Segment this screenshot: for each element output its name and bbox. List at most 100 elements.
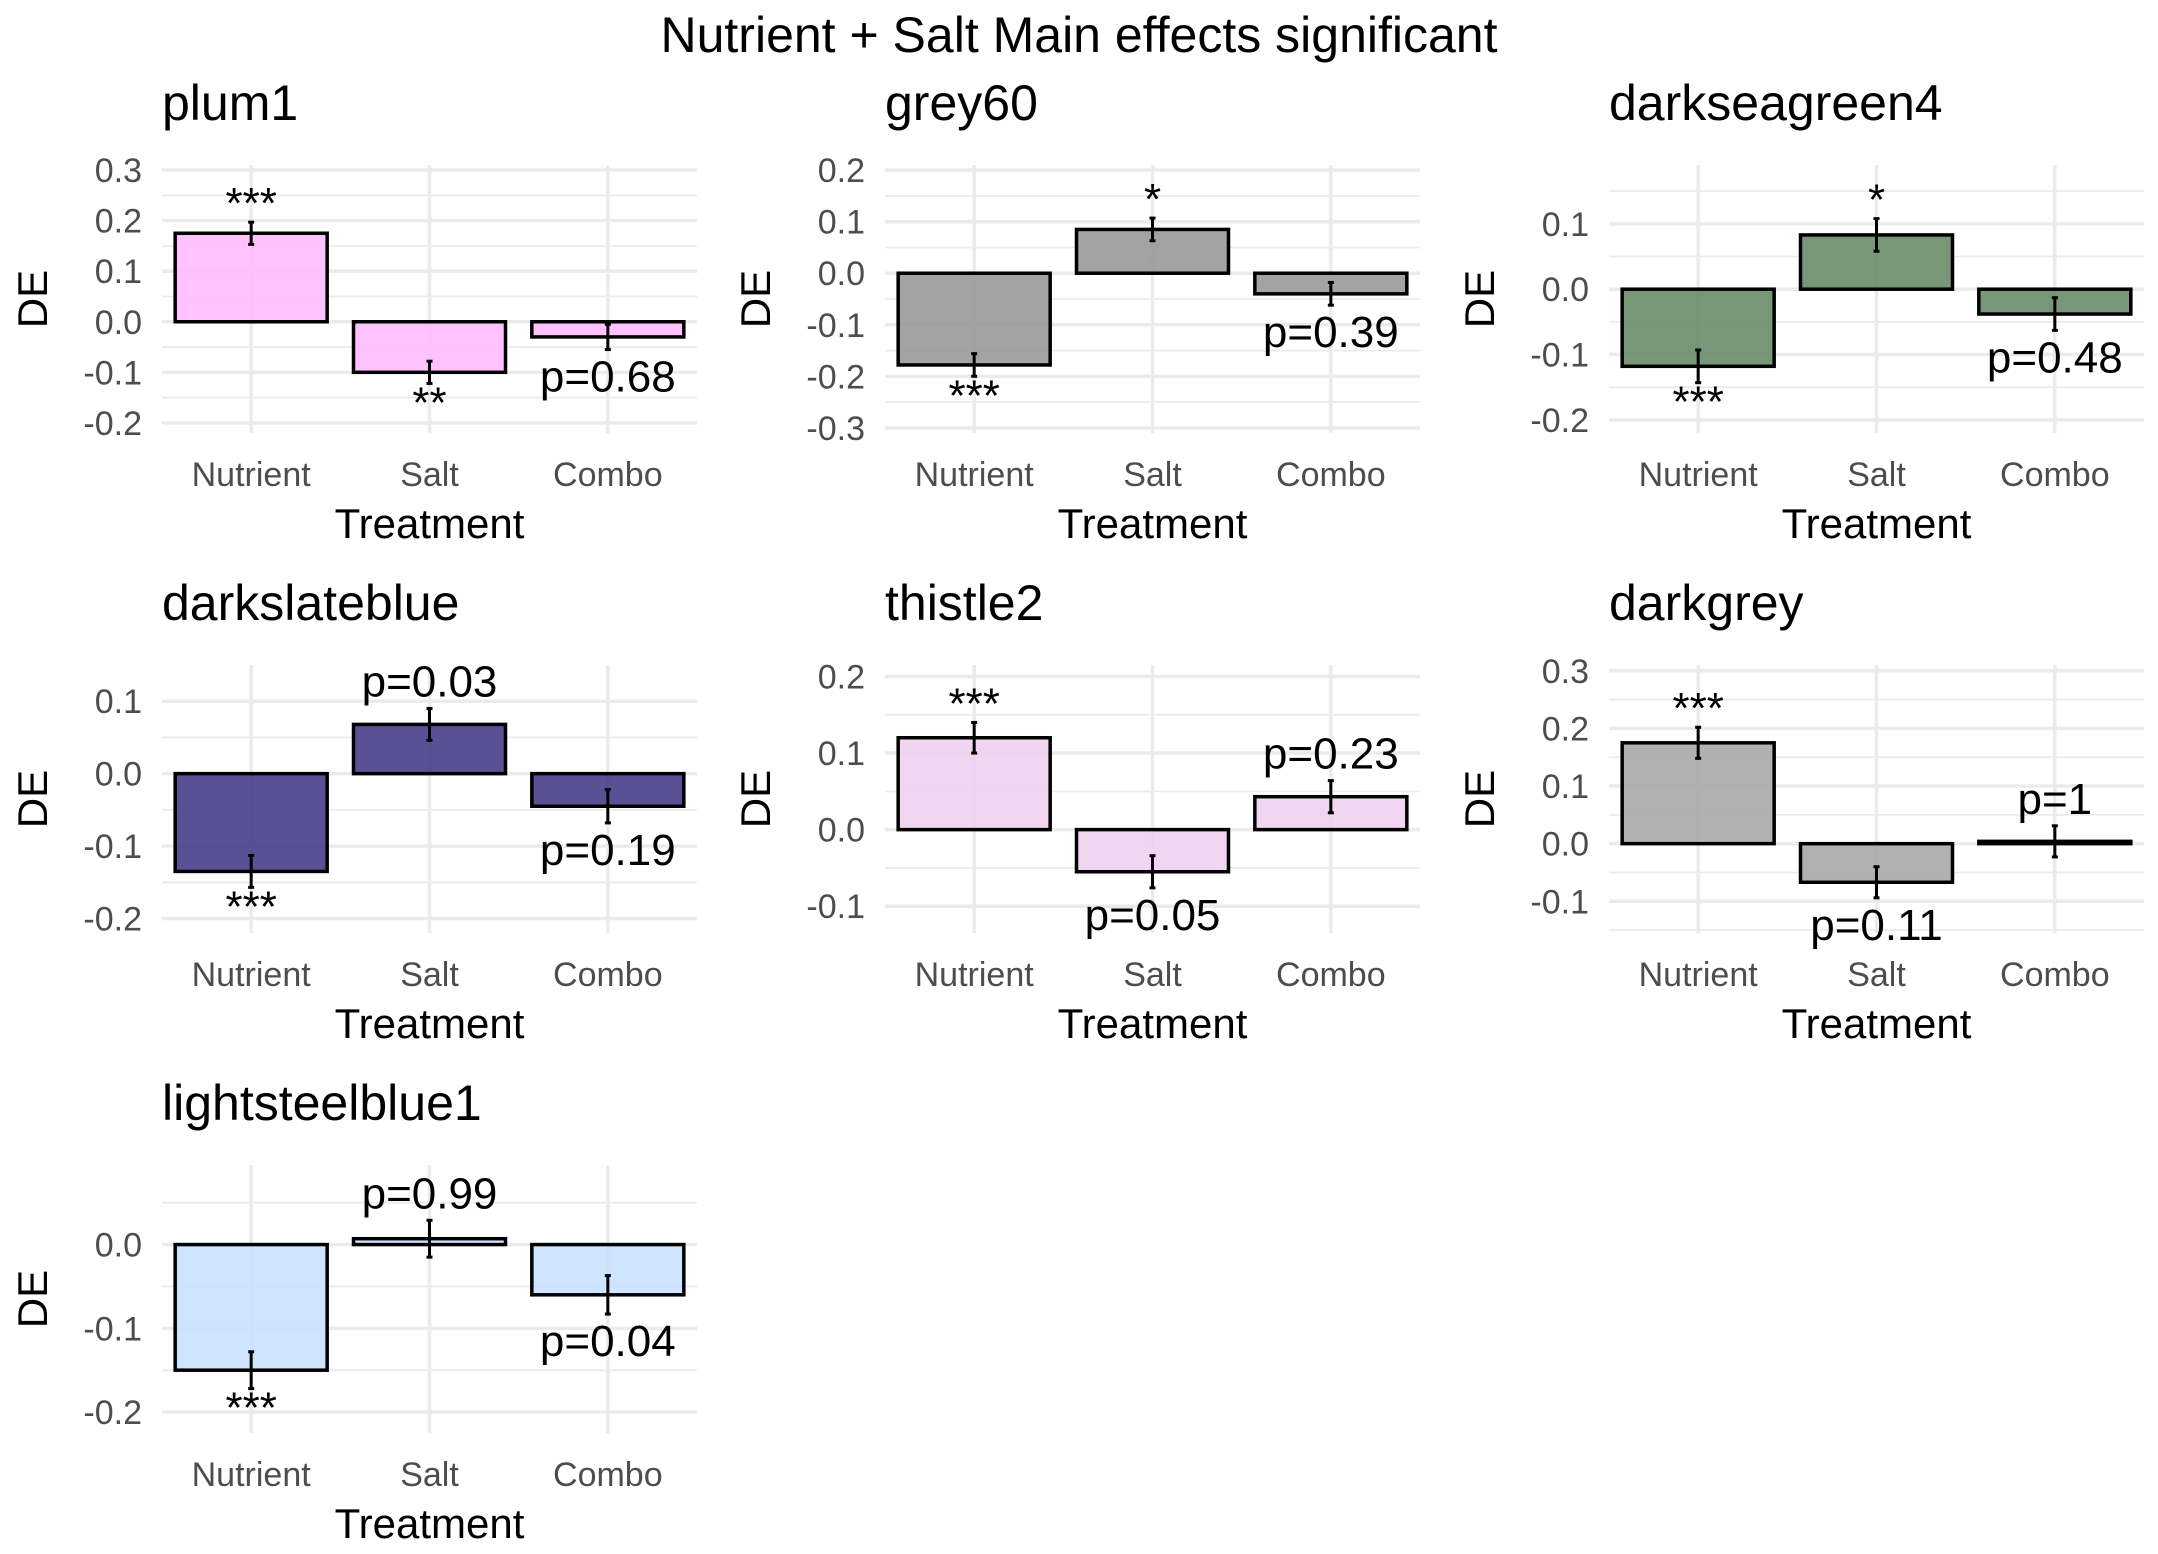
x-tick-label: Salt	[1847, 956, 1906, 994]
y-axis-title: DE	[9, 770, 56, 828]
significance-label: **	[412, 378, 446, 427]
panel-title: darkseagreen4	[1609, 75, 1943, 131]
y-tick-label: 0.0	[95, 1227, 142, 1265]
y-tick-label: 0.1	[95, 683, 142, 721]
significance-label: *	[1868, 176, 1885, 225]
y-tick-label: -0.2	[83, 405, 142, 443]
x-axis-title: Treatment	[335, 1500, 525, 1547]
x-tick-label: Combo	[2000, 456, 2110, 494]
significance-label: ***	[948, 371, 999, 420]
y-tick-label: 0.1	[818, 735, 865, 773]
significance-label: ***	[225, 1384, 276, 1433]
significance-label: p=0.03	[362, 657, 498, 706]
figure-title: Nutrient + Salt Main effects significant	[660, 7, 1498, 63]
bar-nutrient	[173, 1242, 329, 1372]
x-tick-label: Nutrient	[192, 456, 312, 494]
y-tick-label: -0.3	[806, 410, 865, 448]
y-tick-label: -0.2	[83, 901, 142, 939]
panel-title: plum1	[162, 75, 298, 131]
y-tick-label: -0.2	[1530, 402, 1589, 440]
y-tick-label: 0.2	[818, 152, 865, 190]
y-tick-label: 0.3	[1542, 653, 1589, 691]
y-axis-title: DE	[9, 270, 56, 328]
panel-title: darkslateblue	[162, 575, 459, 631]
y-tick-label: 0.0	[95, 304, 142, 342]
x-tick-label: Salt	[400, 1456, 459, 1494]
significance-label: p=1	[2018, 775, 2093, 824]
y-tick-label: 0.2	[95, 203, 142, 241]
y-tick-label: 0.2	[818, 658, 865, 696]
y-axis-title: DE	[9, 1270, 56, 1328]
significance-label: ***	[1672, 378, 1723, 427]
bar-nutrient	[896, 271, 1052, 367]
y-tick-label: 0.2	[1542, 710, 1589, 748]
y-tick-label: 0.1	[1542, 768, 1589, 806]
x-tick-label: Combo	[1276, 456, 1386, 494]
y-axis-title: DE	[732, 770, 779, 828]
x-tick-label: Salt	[1847, 456, 1906, 494]
x-tick-label: Salt	[1123, 956, 1182, 994]
panel-lightsteelblue1: lightsteelblue1 -0.2 -0.1 0.0 Nutrient Salt Co…	[9, 1075, 697, 1547]
x-axis-title: Treatment	[1058, 1000, 1248, 1047]
x-tick-label: Nutrient	[1639, 456, 1759, 494]
y-tick-label: 0.0	[1542, 826, 1589, 864]
x-tick-label: Nutrient	[915, 956, 1035, 994]
panel-darkseagreen4: darkseagreen4 -0.2 -0.1 0.0 0.1 Nutrient Salt C…	[1456, 75, 2144, 547]
significance-label: p=0.19	[540, 826, 676, 875]
panel-title: thistle2	[885, 575, 1043, 631]
significance-label: ***	[225, 179, 276, 228]
panel-plum1: plum1 -0.2 -0.1 0.0 0.1 0.2 0.3 Nutrient Salt Com…	[9, 75, 697, 547]
y-tick-label: 0.0	[95, 756, 142, 794]
panel-title: grey60	[885, 75, 1038, 131]
y-tick-label: -0.1	[83, 1310, 142, 1348]
panel-title: darkgrey	[1609, 575, 1804, 631]
significance-label: p=0.05	[1085, 891, 1221, 940]
x-tick-label: Nutrient	[1639, 956, 1759, 994]
y-tick-label: 0.1	[95, 253, 142, 291]
significance-label: p=0.39	[1263, 308, 1399, 357]
significance-label: p=0.04	[540, 1317, 676, 1366]
x-tick-label: Combo	[1276, 956, 1386, 994]
y-tick-label: -0.1	[83, 828, 142, 866]
y-axis-title: DE	[732, 270, 779, 328]
y-tick-label: 0.1	[818, 204, 865, 242]
y-axis-title: DE	[1456, 270, 1503, 328]
significance-label: ***	[1672, 684, 1723, 733]
bar-salt	[1798, 841, 1955, 885]
x-axis-title: Treatment	[335, 500, 525, 547]
y-tick-label: -0.1	[806, 307, 865, 345]
x-tick-label: Combo	[2000, 956, 2110, 994]
significance-label: p=0.11	[1810, 901, 1943, 950]
x-tick-label: Salt	[400, 956, 459, 994]
panel-thistle2: thistle2 -0.1 0.0 0.1 0.2 Nutrient Salt Combo **…	[732, 575, 1420, 1047]
x-tick-label: Combo	[553, 456, 663, 494]
x-tick-label: Nutrient	[915, 456, 1035, 494]
y-tick-label: 0.3	[95, 152, 142, 190]
y-tick-label: -0.1	[1530, 883, 1589, 921]
x-tick-label: Nutrient	[192, 956, 312, 994]
y-axis-title: DE	[1456, 770, 1503, 828]
y-tick-label: -0.2	[83, 1394, 142, 1432]
significance-label: p=0.48	[1987, 333, 2123, 382]
x-tick-label: Salt	[1123, 456, 1182, 494]
significance-label: ***	[948, 679, 999, 728]
bar-nutrient	[173, 231, 329, 324]
panel-darkslateblue: darkslateblue -0.2 -0.1 0.0 0.1 Nutrient Salt C…	[9, 575, 697, 1047]
x-axis-title: Treatment	[1782, 500, 1972, 547]
x-tick-label: Nutrient	[192, 1456, 312, 1494]
significance-label: ***	[225, 882, 276, 931]
y-tick-label: 0.0	[818, 812, 865, 850]
x-axis-title: Treatment	[1782, 1000, 1972, 1047]
y-tick-label: -0.1	[806, 888, 865, 926]
x-axis-title: Treatment	[335, 1000, 525, 1047]
significance-label: p=0.99	[362, 1169, 498, 1218]
x-tick-label: Combo	[553, 956, 663, 994]
significance-label: p=0.23	[1263, 730, 1399, 779]
panel-darkgrey: darkgrey -0.1 0.0 0.1 0.2 0.3 Nutrient Salt Comb…	[1456, 575, 2144, 1047]
panel-title: lightsteelblue1	[162, 1075, 482, 1131]
x-axis-title: Treatment	[1058, 500, 1248, 547]
x-tick-label: Salt	[400, 456, 459, 494]
y-tick-label: -0.1	[1530, 337, 1589, 375]
y-tick-label: 0.0	[818, 255, 865, 293]
